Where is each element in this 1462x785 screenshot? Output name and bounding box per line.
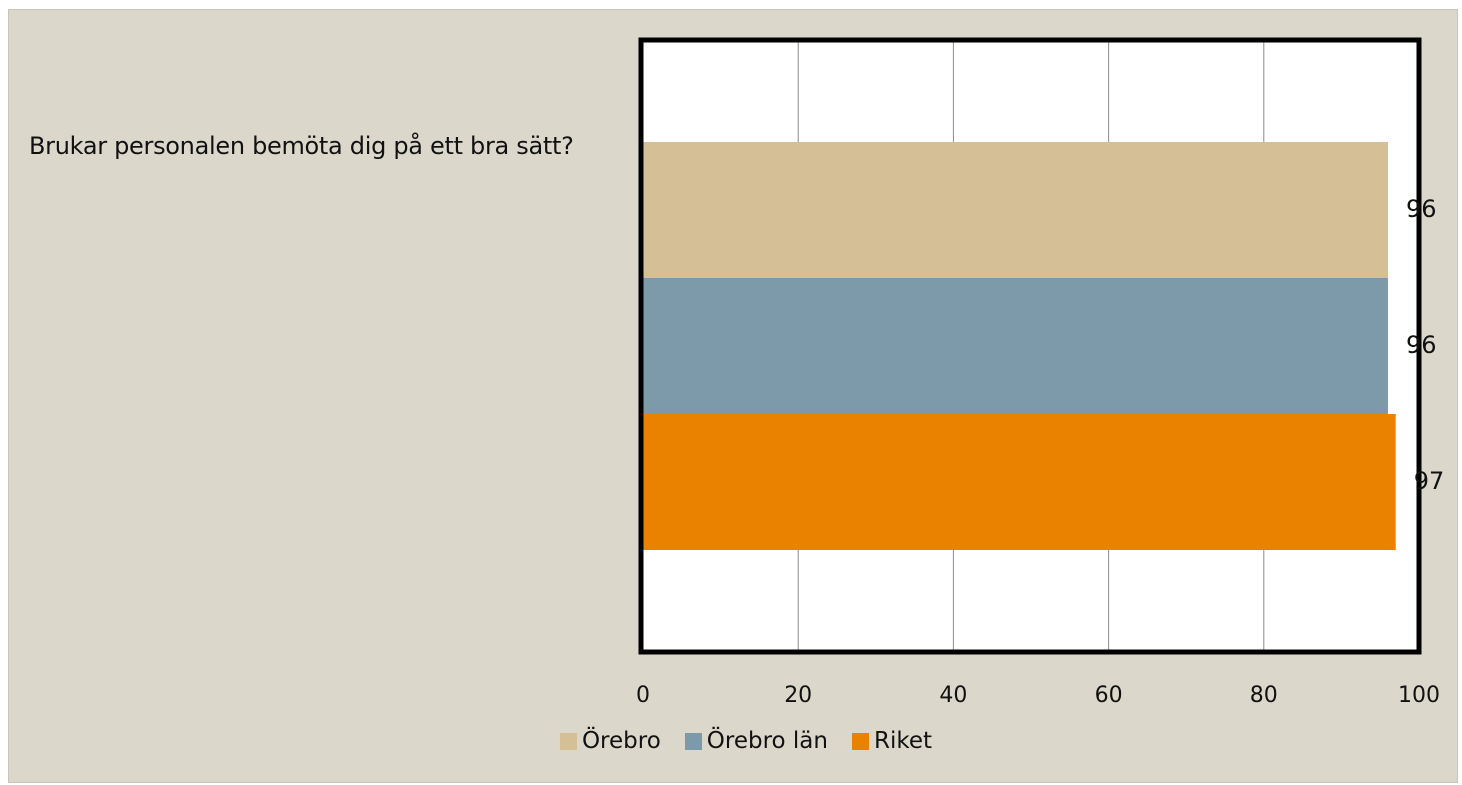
bar-örebro-län: [643, 278, 1388, 414]
question-text: Brukar personalen bemöta dig på ett bra …: [29, 132, 574, 160]
data-label: 96: [1406, 331, 1437, 359]
x-tick-label: 0: [636, 683, 650, 708]
legend-item: Örebro: [559, 728, 661, 754]
legend-swatch: [851, 732, 869, 750]
data-labels: 96 96 97: [1406, 195, 1444, 495]
legend-label: Riket: [873, 728, 933, 754]
data-label: 97: [1414, 467, 1445, 495]
plot-border: [638, 37, 1422, 655]
x-tick-label: 40: [939, 683, 967, 708]
legend-item: Riket: [851, 728, 933, 754]
legend-swatch: [684, 732, 702, 750]
bars: [643, 142, 1396, 550]
legend-label: Örebro län: [706, 728, 828, 754]
x-axis-tick-labels: 0 20 40 60 80 100: [636, 683, 1440, 708]
legend-label: Örebro: [581, 728, 661, 754]
x-tick-label: 20: [784, 683, 812, 708]
legend-item: Örebro län: [684, 728, 828, 754]
x-tick-label: 60: [1095, 683, 1123, 708]
data-label: 96: [1406, 195, 1437, 223]
x-tick-label: 100: [1398, 683, 1440, 708]
legend-swatch: [559, 732, 577, 750]
bar-riket: [643, 414, 1396, 550]
bar-örebro: [643, 142, 1388, 278]
legend: Örebro Örebro län Riket: [0, 728, 1462, 754]
x-tick-label: 80: [1250, 683, 1278, 708]
